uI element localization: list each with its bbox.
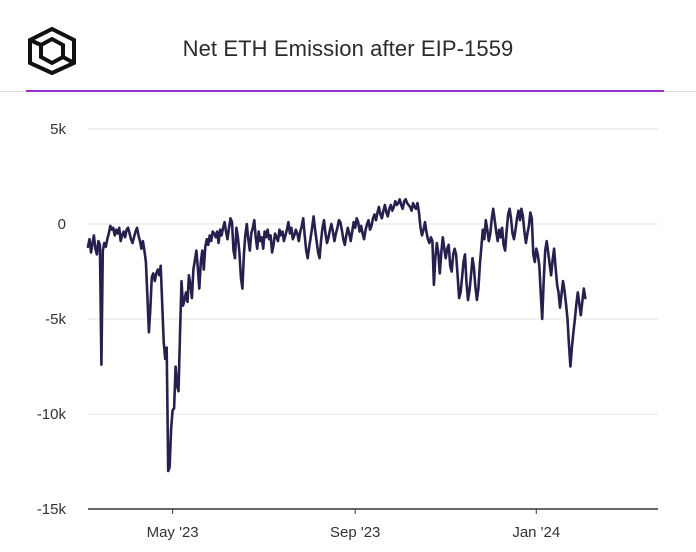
y-tick-label: 0 bbox=[58, 216, 66, 233]
title-rule-fade-right bbox=[664, 91, 696, 92]
x-tick-label: May '23 bbox=[147, 524, 199, 541]
chart-title: Net ETH Emission after EIP-1559 bbox=[182, 36, 514, 61]
y-tick-label: 5k bbox=[50, 121, 66, 138]
y-tick-label: -5k bbox=[45, 311, 66, 328]
title-rule-fade-left bbox=[0, 91, 26, 92]
cube-icon bbox=[28, 26, 76, 76]
x-tick-label: Sep '23 bbox=[330, 524, 380, 541]
series-line bbox=[86, 198, 587, 473]
y-tick-label: -10k bbox=[37, 406, 67, 423]
x-tick-label: Jan '24 bbox=[512, 524, 560, 541]
y-tick-label: -15k bbox=[37, 501, 67, 518]
title-divider bbox=[26, 90, 664, 92]
